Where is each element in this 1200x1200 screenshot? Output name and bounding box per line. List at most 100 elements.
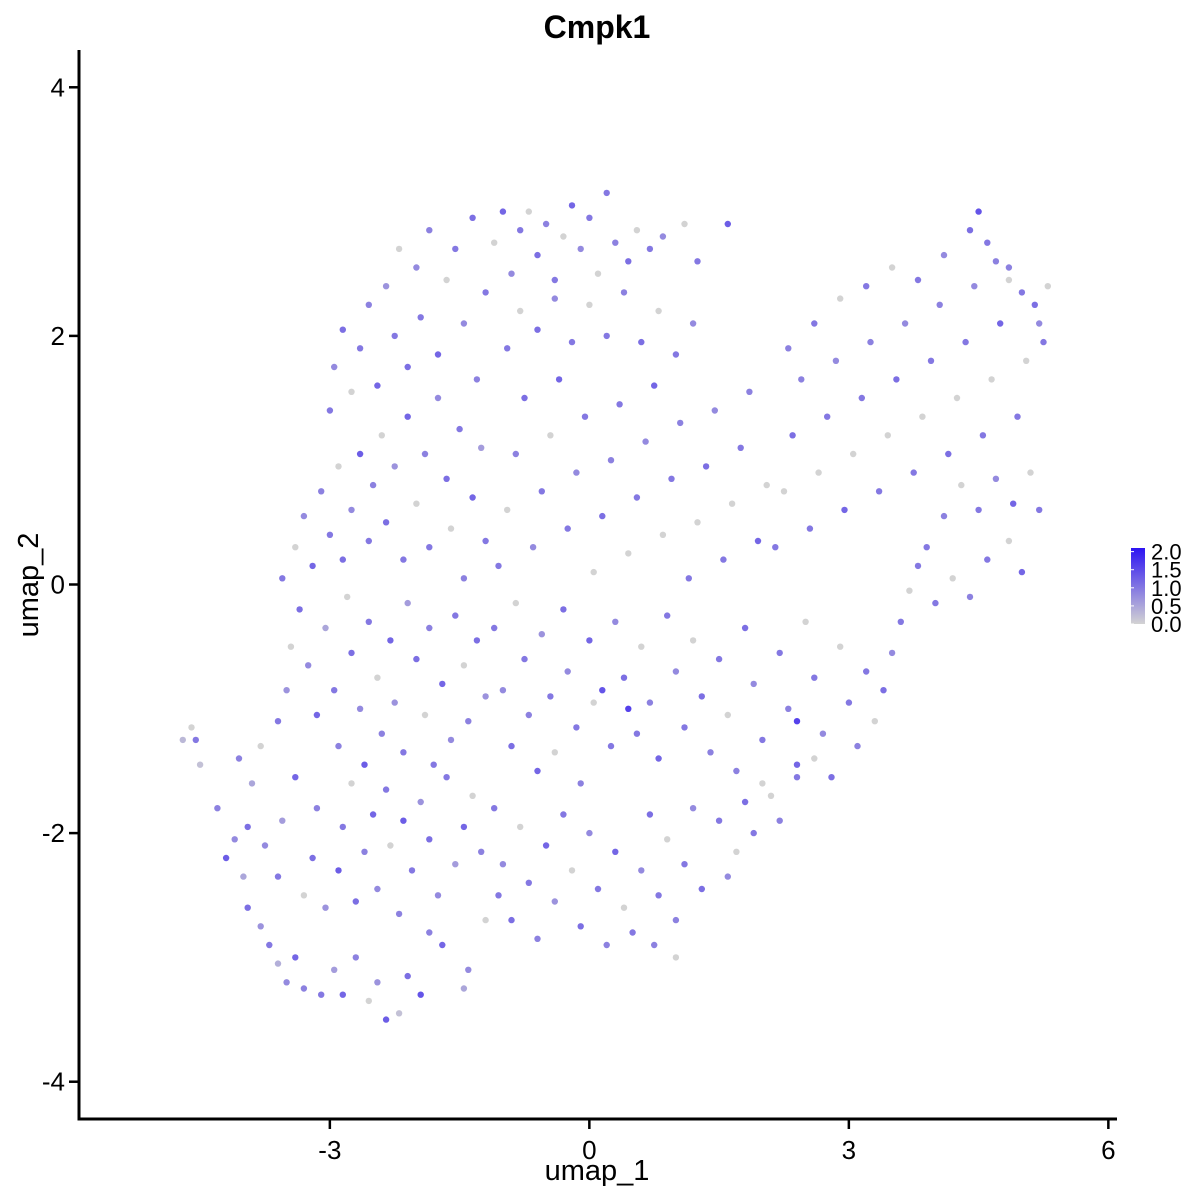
y-tick-label: 4	[51, 72, 65, 102]
data-point	[992, 258, 1000, 265]
data-point	[551, 276, 558, 284]
data-point	[460, 575, 468, 582]
data-point	[395, 245, 403, 253]
data-point	[919, 413, 926, 420]
data-point	[1022, 357, 1030, 364]
data-point	[365, 618, 372, 625]
data-point	[534, 251, 541, 259]
data-point	[274, 718, 282, 725]
data-point	[452, 612, 459, 619]
data-point	[759, 736, 766, 744]
color-legend: 0.00.51.01.52.0	[1131, 540, 1182, 637]
data-point	[681, 220, 688, 228]
data-point	[1027, 469, 1034, 476]
y-tick-label: -4	[42, 1067, 65, 1097]
data-point	[248, 780, 256, 787]
plot-title: Cmpk1	[544, 9, 651, 45]
data-point	[417, 798, 424, 806]
data-point	[651, 382, 658, 389]
data-point	[525, 711, 532, 719]
data-point	[776, 817, 783, 824]
data-point	[426, 624, 433, 632]
data-point	[668, 475, 675, 482]
data-point	[651, 941, 658, 949]
data-point	[750, 829, 757, 837]
data-point	[577, 245, 584, 253]
data-point	[962, 338, 969, 346]
data-point	[335, 463, 342, 470]
data-point	[789, 432, 796, 439]
data-point	[858, 394, 865, 402]
data-point	[811, 320, 818, 327]
data-point	[1040, 338, 1047, 346]
data-point	[482, 537, 489, 545]
data-point	[348, 780, 355, 787]
y-tick-label: 2	[51, 321, 65, 351]
data-point	[547, 432, 554, 439]
data-point	[607, 742, 615, 750]
data-point	[586, 637, 593, 644]
data-point	[901, 320, 909, 327]
data-point	[361, 848, 368, 855]
data-point	[231, 836, 238, 843]
data-point	[1005, 537, 1013, 545]
data-point	[547, 693, 554, 700]
data-point	[361, 761, 368, 768]
data-point	[529, 544, 537, 551]
data-point	[689, 637, 697, 644]
data-point	[759, 780, 766, 787]
data-point	[452, 861, 459, 868]
data-point	[689, 805, 697, 812]
data-point	[698, 693, 705, 700]
data-point	[724, 711, 731, 719]
data-point	[555, 376, 563, 383]
data-point	[564, 668, 571, 675]
data-point	[966, 227, 974, 234]
data-point	[525, 879, 532, 886]
data-point	[633, 730, 641, 737]
data-point	[326, 407, 334, 414]
data-point	[707, 749, 714, 756]
data-point	[620, 289, 628, 296]
data-point	[841, 506, 848, 514]
colorbar-label: 1.0	[1151, 576, 1182, 601]
data-point	[940, 251, 948, 259]
x-tick-label: 6	[1101, 1135, 1115, 1165]
data-point	[568, 202, 576, 209]
data-point	[793, 774, 801, 781]
data-point	[824, 413, 831, 420]
data-point	[612, 239, 619, 246]
data-point	[491, 239, 498, 246]
data-point	[1036, 320, 1043, 327]
data-point	[335, 867, 342, 874]
data-point	[612, 618, 619, 625]
data-point	[391, 332, 398, 340]
data-point	[274, 960, 282, 967]
data-point	[646, 699, 654, 706]
data-point	[413, 264, 420, 271]
data-point	[374, 885, 381, 893]
data-point	[733, 767, 740, 775]
data-point	[469, 214, 476, 221]
data-point	[309, 854, 316, 862]
data-point	[953, 394, 961, 402]
data-point	[309, 562, 316, 570]
data-point	[672, 954, 680, 961]
data-point	[785, 705, 792, 712]
data-point	[339, 326, 346, 333]
data-point	[1005, 276, 1013, 284]
data-point	[642, 438, 649, 445]
data-point	[560, 811, 567, 818]
data-point	[413, 500, 420, 507]
data-point	[283, 687, 290, 694]
data-point	[404, 413, 411, 420]
data-point	[305, 662, 312, 669]
data-point	[382, 786, 390, 793]
data-point	[482, 693, 489, 700]
data-point	[573, 469, 580, 476]
data-point	[586, 301, 593, 308]
data-point	[828, 774, 835, 781]
data-point	[594, 885, 602, 893]
data-point	[348, 649, 355, 657]
